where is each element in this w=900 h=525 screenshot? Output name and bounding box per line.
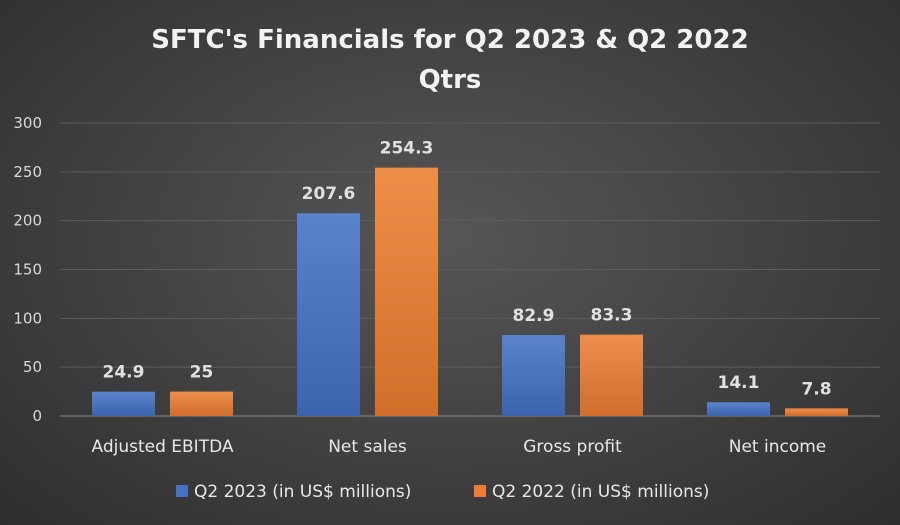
y-tick-label: 50 [23, 358, 42, 376]
x-category-label: Net income [729, 437, 827, 457]
y-tick-label: 0 [32, 407, 42, 425]
bar-q2-2023 [707, 402, 770, 416]
chart-subtitle: Qtrs [419, 65, 482, 95]
legend: Q2 2023 (in US$ millions) Q2 2022 (in US$… [176, 482, 709, 502]
x-axis-categories: Adjusted EBITDA Net sales Gross profit Net … [91, 437, 826, 457]
y-tick-label: 150 [13, 261, 42, 279]
data-label: 24.9 [103, 363, 145, 383]
data-label: 14.1 [718, 373, 760, 393]
chart-title: SFTC's Financials for Q2 2023 & Q2 2022 [151, 25, 748, 55]
bar-q2-2022 [170, 391, 233, 416]
x-category-label: Gross profit [523, 437, 622, 457]
data-label: 254.3 [380, 139, 434, 159]
x-category-label: Net sales [328, 437, 407, 457]
data-label: 25 [190, 363, 214, 383]
legend-label: Q2 2023 (in US$ millions) [194, 482, 411, 502]
x-category-label: Adjusted EBITDA [91, 437, 233, 457]
gridlines [60, 122, 880, 417]
bars [92, 167, 848, 416]
legend-label: Q2 2022 (in US$ millions) [492, 482, 709, 502]
data-label: 7.8 [801, 379, 831, 399]
data-label: 83.3 [591, 306, 633, 326]
data-label: 82.9 [513, 306, 555, 326]
bar-q2-2022 [375, 167, 438, 416]
y-tick-label: 100 [13, 309, 42, 327]
y-tick-label: 300 [13, 114, 42, 132]
bar-q2-2023 [92, 391, 155, 416]
y-tick-label: 200 [13, 212, 42, 230]
bar-q2-2023 [502, 335, 565, 416]
legend-swatch [474, 485, 486, 497]
bar-q2-2022 [580, 334, 643, 416]
bar-q2-2022 [785, 408, 848, 416]
bar-q2-2023 [297, 213, 360, 416]
data-labels: 24.9 25 207.6 254.3 82.9 83.3 14.1 7.8 [103, 139, 832, 400]
y-tick-label: 250 [13, 163, 42, 181]
legend-swatch [176, 485, 188, 497]
data-label: 207.6 [302, 184, 356, 204]
y-axis-ticks: 0 50 100 150 200 250 300 [13, 114, 42, 425]
